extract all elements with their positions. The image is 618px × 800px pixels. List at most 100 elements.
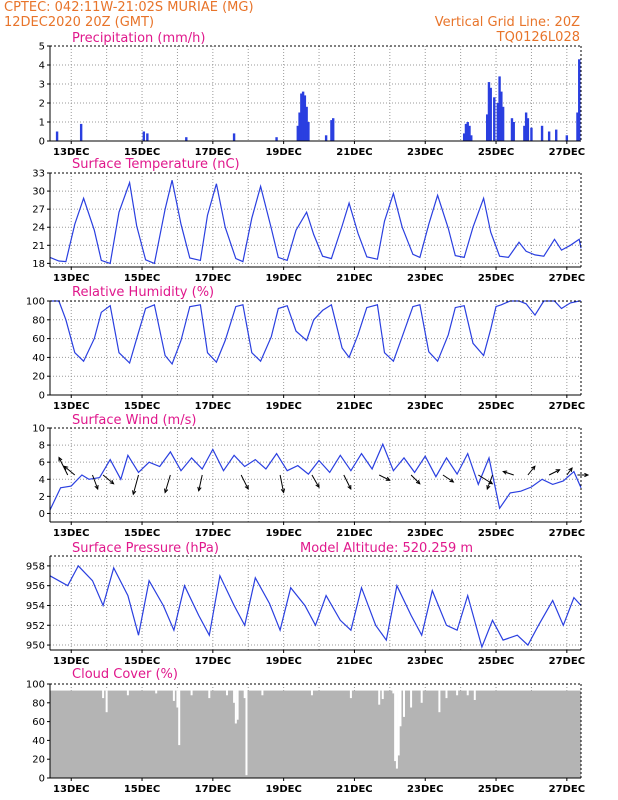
wind-arrow-12 xyxy=(410,474,421,485)
pressure-ytick-label: 952 xyxy=(26,621,45,632)
precip-bar-3 xyxy=(146,133,149,141)
precip-xtick-label: 21DEC xyxy=(336,147,372,158)
temperature-ytick-label: 33 xyxy=(32,169,45,180)
cloud-gap-16 xyxy=(310,690,313,696)
wind-arrow-7 xyxy=(240,474,249,490)
pressure-xtick-label: 27DEC xyxy=(549,656,585,667)
precip-bar-0 xyxy=(55,131,59,141)
wind-arrowhead-15 xyxy=(486,484,491,491)
precip-bar-2 xyxy=(142,131,146,141)
cloud-gap-1 xyxy=(105,690,108,713)
precip-bar-31 xyxy=(512,122,515,141)
wind-arrowhead-17 xyxy=(531,465,536,471)
header-station: CPTEC: 042:11W-21:02S MURIAE (MG) xyxy=(4,0,254,15)
wind-arrow-1 xyxy=(63,465,76,476)
cloud-gap-28 xyxy=(438,690,441,713)
temperature-xtick-label: 13DEC xyxy=(53,273,89,284)
precip-bar-18 xyxy=(464,123,468,141)
temperature-line xyxy=(49,180,582,265)
precip-bar-9 xyxy=(300,93,303,141)
cloud-gap-26 xyxy=(410,690,413,708)
temperature-xtick-label: 17DEC xyxy=(195,273,231,284)
temperature-xtick-label: 21DEC xyxy=(336,273,372,284)
cloud-xtick-label: 17DEC xyxy=(195,784,231,795)
pressure-xtick-label: 23DEC xyxy=(407,656,443,667)
precip-bar-30 xyxy=(510,118,514,141)
temperature-ytick-label: 18 xyxy=(32,259,45,270)
cloud-xtick-label: 19DEC xyxy=(265,784,301,795)
wind-arrow-15 xyxy=(486,474,493,490)
wind-arrowhead-5 xyxy=(164,488,169,494)
precip-bar-10 xyxy=(301,91,305,141)
precip-ytick-label: 0 xyxy=(39,137,45,148)
pressure-xtick-label: 25DEC xyxy=(478,656,514,667)
precip-bar-1 xyxy=(79,123,83,141)
cloud-gap-27 xyxy=(420,690,423,703)
precip-bar-23 xyxy=(487,82,491,141)
humidity-ytick-label: 60 xyxy=(32,334,45,345)
precip-bar-26 xyxy=(496,103,500,141)
cloud-gap-9 xyxy=(226,690,228,696)
wind-arrowhead-11 xyxy=(385,476,391,481)
cloud-gap-21 xyxy=(394,690,397,762)
cloud-gap-7 xyxy=(190,690,193,696)
precip-bar-20 xyxy=(468,125,471,141)
wind-xtick-label: 15DEC xyxy=(124,528,160,539)
cloud-ytick-label: 40 xyxy=(32,736,45,747)
wind-arrowhead-9 xyxy=(315,483,320,489)
humidity-xtick-label: 25DEC xyxy=(478,401,514,412)
cloud-gap-14 xyxy=(245,690,248,776)
precip-ytick-label: 4 xyxy=(39,61,45,72)
temperature-xtick-label: 25DEC xyxy=(478,273,514,284)
cloud-ytick-label: 0 xyxy=(39,774,45,785)
humidity-xtick-label: 27DEC xyxy=(549,401,585,412)
wind-title: Surface Wind (m/s) xyxy=(72,413,196,428)
temperature-ytick-label: 24 xyxy=(32,223,45,234)
wind-xtick-label: 13DEC xyxy=(53,528,89,539)
wind-xtick-label: 27DEC xyxy=(549,528,585,539)
precip-bar-25 xyxy=(493,97,496,141)
wind-arrowhead-3 xyxy=(109,479,115,485)
wind-arrowhead-6 xyxy=(197,486,202,492)
header-datetime: 12DEC2020 20Z (GMT) xyxy=(4,15,154,30)
wind-ytick-label: 10 xyxy=(32,424,45,435)
temperature-xtick-label: 27DEC xyxy=(549,273,585,284)
cloud-title: Cloud Cover (%) xyxy=(72,667,178,682)
precip-bar-21 xyxy=(470,135,473,141)
cloud-gap-10 xyxy=(233,690,236,703)
humidity-xtick-label: 19DEC xyxy=(265,401,301,412)
cloud-ytick-label: 80 xyxy=(32,698,45,709)
precip-bar-38 xyxy=(555,129,558,141)
precip-ytick-label: 3 xyxy=(39,80,45,91)
cloud-xtick-label: 23DEC xyxy=(407,784,443,795)
wind-arrowhead-16 xyxy=(502,470,508,475)
cloud-gap-30 xyxy=(456,690,459,696)
precip-bar-35 xyxy=(530,127,533,141)
wind-arrow-11 xyxy=(378,474,390,481)
cloud-gap-18 xyxy=(378,690,381,705)
precip-bar-16 xyxy=(332,118,335,141)
wind-xtick-label: 25DEC xyxy=(478,528,514,539)
precip-bar-41 xyxy=(578,59,581,141)
humidity-xtick-label: 23DEC xyxy=(407,401,443,412)
precip-bar-39 xyxy=(565,135,569,141)
pressure-ytick-label: 954 xyxy=(26,601,45,612)
wind-arrow-6 xyxy=(198,474,203,491)
wind-ytick-label: 8 xyxy=(39,441,45,452)
wind-ytick-label: 0 xyxy=(39,509,45,520)
cloud-ytick-label: 100 xyxy=(26,680,45,691)
pressure-ytick-label: 950 xyxy=(26,641,45,652)
cloud-xtick-label: 27DEC xyxy=(549,784,585,795)
humidity-panel: Relative Humidity (%) 0 20 40 60 80 100 13DEC 15… xyxy=(26,285,585,412)
wind-xtick-label: 17DEC xyxy=(195,528,231,539)
wind-ytick-label: 6 xyxy=(39,458,45,469)
pressure-xtick-label: 15DEC xyxy=(124,656,160,667)
cloud-xtick-label: 25DEC xyxy=(478,784,514,795)
humidity-title: Relative Humidity (%) xyxy=(72,285,214,300)
wind-arrow-5 xyxy=(164,474,171,493)
wind-arrow-9 xyxy=(311,474,320,488)
wind-arrowhead-20 xyxy=(584,472,590,478)
wind-arrowhead-7 xyxy=(244,484,249,491)
cloud-gap-12 xyxy=(236,690,239,720)
